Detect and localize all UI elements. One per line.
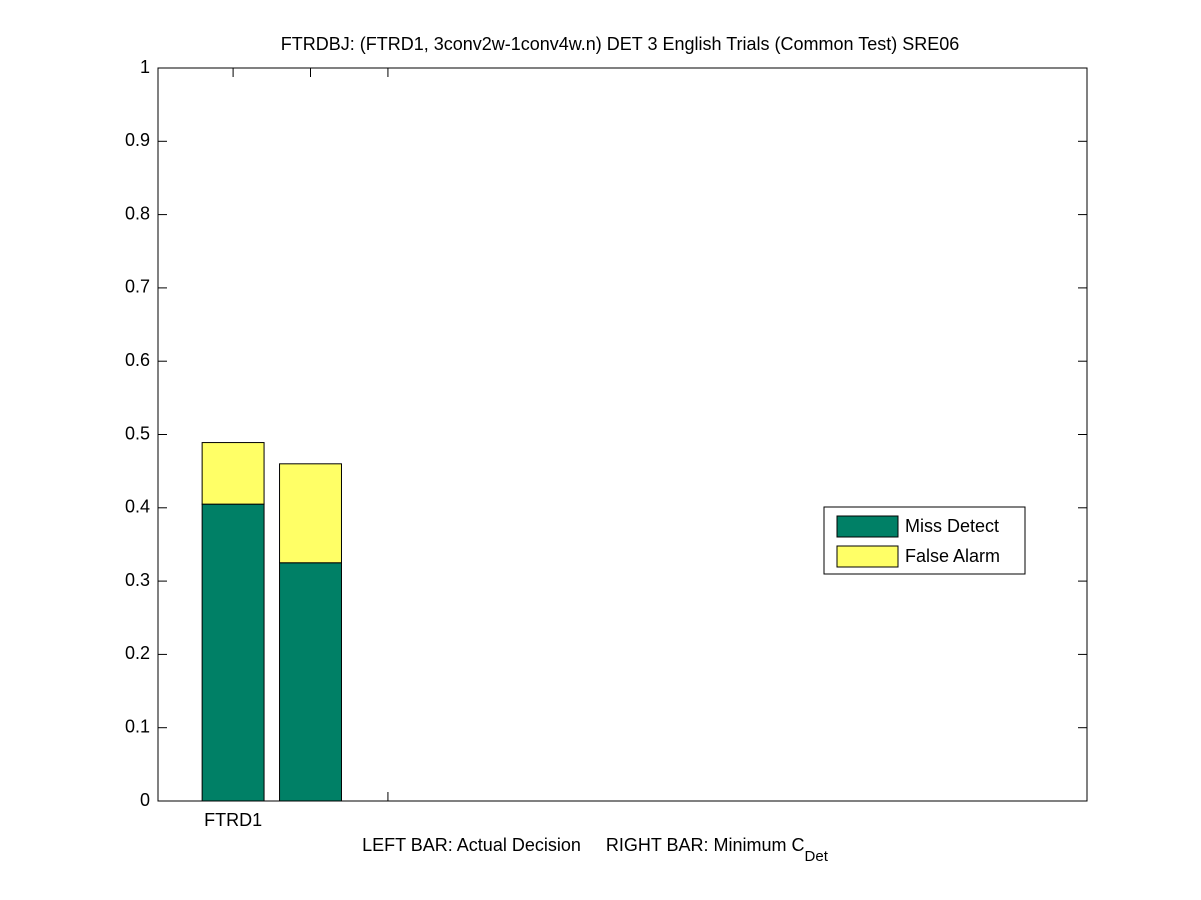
y-tick-label: 0.1 bbox=[125, 716, 150, 736]
legend-label: False Alarm bbox=[905, 546, 1000, 566]
y-tick-label: 0.5 bbox=[125, 423, 150, 443]
chart-title: FTRDBJ: (FTRD1, 3conv2w-1conv4w.n) DET 3… bbox=[281, 34, 960, 54]
y-tick-label: 0 bbox=[140, 790, 150, 810]
y-tick-label: 0.7 bbox=[125, 277, 150, 297]
x-axis-label-subscript: Det bbox=[805, 848, 829, 865]
legend-swatch bbox=[836, 515, 899, 538]
bar-segment bbox=[201, 503, 265, 802]
y-tick-label: 0.4 bbox=[125, 497, 150, 517]
y-tick-label: 0.8 bbox=[125, 203, 150, 223]
y-tick-label: 0.3 bbox=[125, 570, 150, 590]
plot-frame bbox=[157, 67, 1088, 802]
y-tick-label: 0.2 bbox=[125, 643, 150, 663]
x-axis-label-main: LEFT BAR: Actual Decision RIGHT BAR: Min… bbox=[362, 835, 804, 855]
x-tick-label: FTRD1 bbox=[204, 810, 262, 830]
y-tick-label: 0.6 bbox=[125, 350, 150, 370]
x-axis-label: LEFT BAR: Actual Decision RIGHT BAR: Min… bbox=[362, 835, 829, 865]
bar-segment bbox=[279, 562, 342, 802]
bar-segment bbox=[279, 463, 342, 564]
bar-segment bbox=[201, 442, 265, 505]
legend-swatch bbox=[836, 545, 899, 568]
legend-label: Miss Detect bbox=[905, 516, 999, 536]
y-tick-label: 0.9 bbox=[125, 130, 150, 150]
y-tick-label: 1 bbox=[140, 57, 150, 77]
